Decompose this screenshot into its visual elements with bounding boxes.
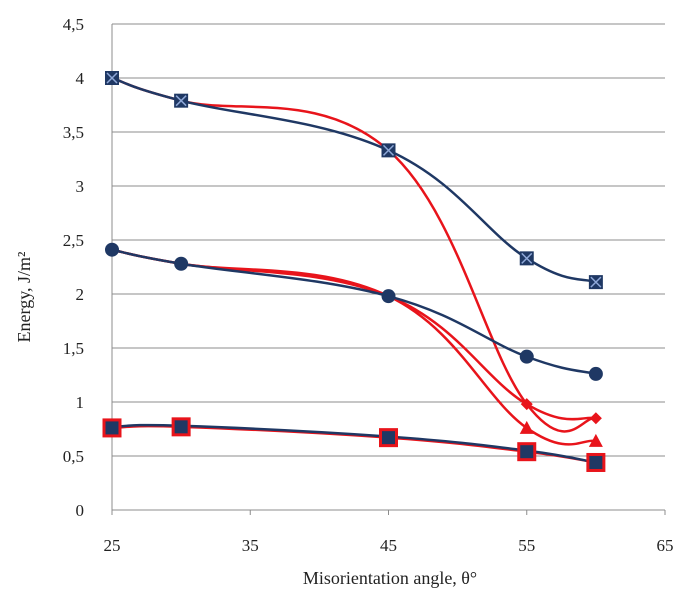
x-tick-label: 45	[380, 536, 397, 555]
data-point-square	[171, 417, 191, 437]
x-tick-label: 25	[104, 536, 121, 555]
x-square-cross	[382, 144, 395, 156]
data-point-triangle	[588, 433, 603, 447]
x-square-cross	[590, 276, 602, 288]
x-square-cross	[521, 252, 533, 264]
data-point-x-square	[588, 275, 603, 290]
y-tick-labels: 0 0,5 1 1,5 2 2,5 3 3,5 4 4,5	[63, 15, 85, 520]
y-tick-label: 0,5	[63, 447, 84, 466]
x-tick-labels: 25 35 45 55 65	[104, 536, 674, 555]
y-tick-label: 1	[76, 393, 85, 412]
x-tick-label: 55	[518, 536, 535, 555]
grid-lines	[112, 23, 665, 457]
x-square-cross	[106, 72, 118, 84]
y-tick-label: 3,5	[63, 123, 84, 142]
data-point-square	[517, 442, 537, 462]
data-point-triangle	[519, 420, 534, 434]
data-point-circle	[174, 256, 189, 271]
y-tick-label: 2,5	[63, 231, 84, 250]
y-tick-label: 4,5	[63, 15, 84, 34]
x-tick-label: 65	[657, 536, 674, 555]
x-tick-label: 35	[242, 536, 259, 555]
data-point-diamond	[520, 398, 533, 411]
data-point-circle	[381, 289, 396, 304]
data-point-x-square	[381, 143, 396, 158]
x-square-cross	[175, 95, 187, 107]
y-tick-label: 4	[76, 69, 85, 88]
data-point-circle	[519, 349, 534, 364]
data-point-circle	[588, 366, 603, 381]
x-axis-title: Misorientation angle, θ°	[303, 568, 477, 588]
y-axis-title: Energy, J/m²	[14, 252, 34, 343]
series-markers	[102, 71, 606, 472]
data-point-x-square	[174, 93, 189, 108]
data-point-square	[586, 452, 606, 472]
data-point-circle	[105, 242, 119, 257]
y-tick-label: 1,5	[63, 339, 84, 358]
data-point-square	[379, 428, 398, 448]
data-point-x-square	[105, 71, 119, 85]
data-point-x-square	[519, 251, 534, 266]
data-point-diamond	[589, 412, 602, 425]
data-point-square	[102, 418, 122, 438]
y-tick-label: 0	[76, 501, 85, 520]
y-tick-label: 2	[76, 285, 85, 304]
y-tick-label: 3	[76, 177, 85, 196]
